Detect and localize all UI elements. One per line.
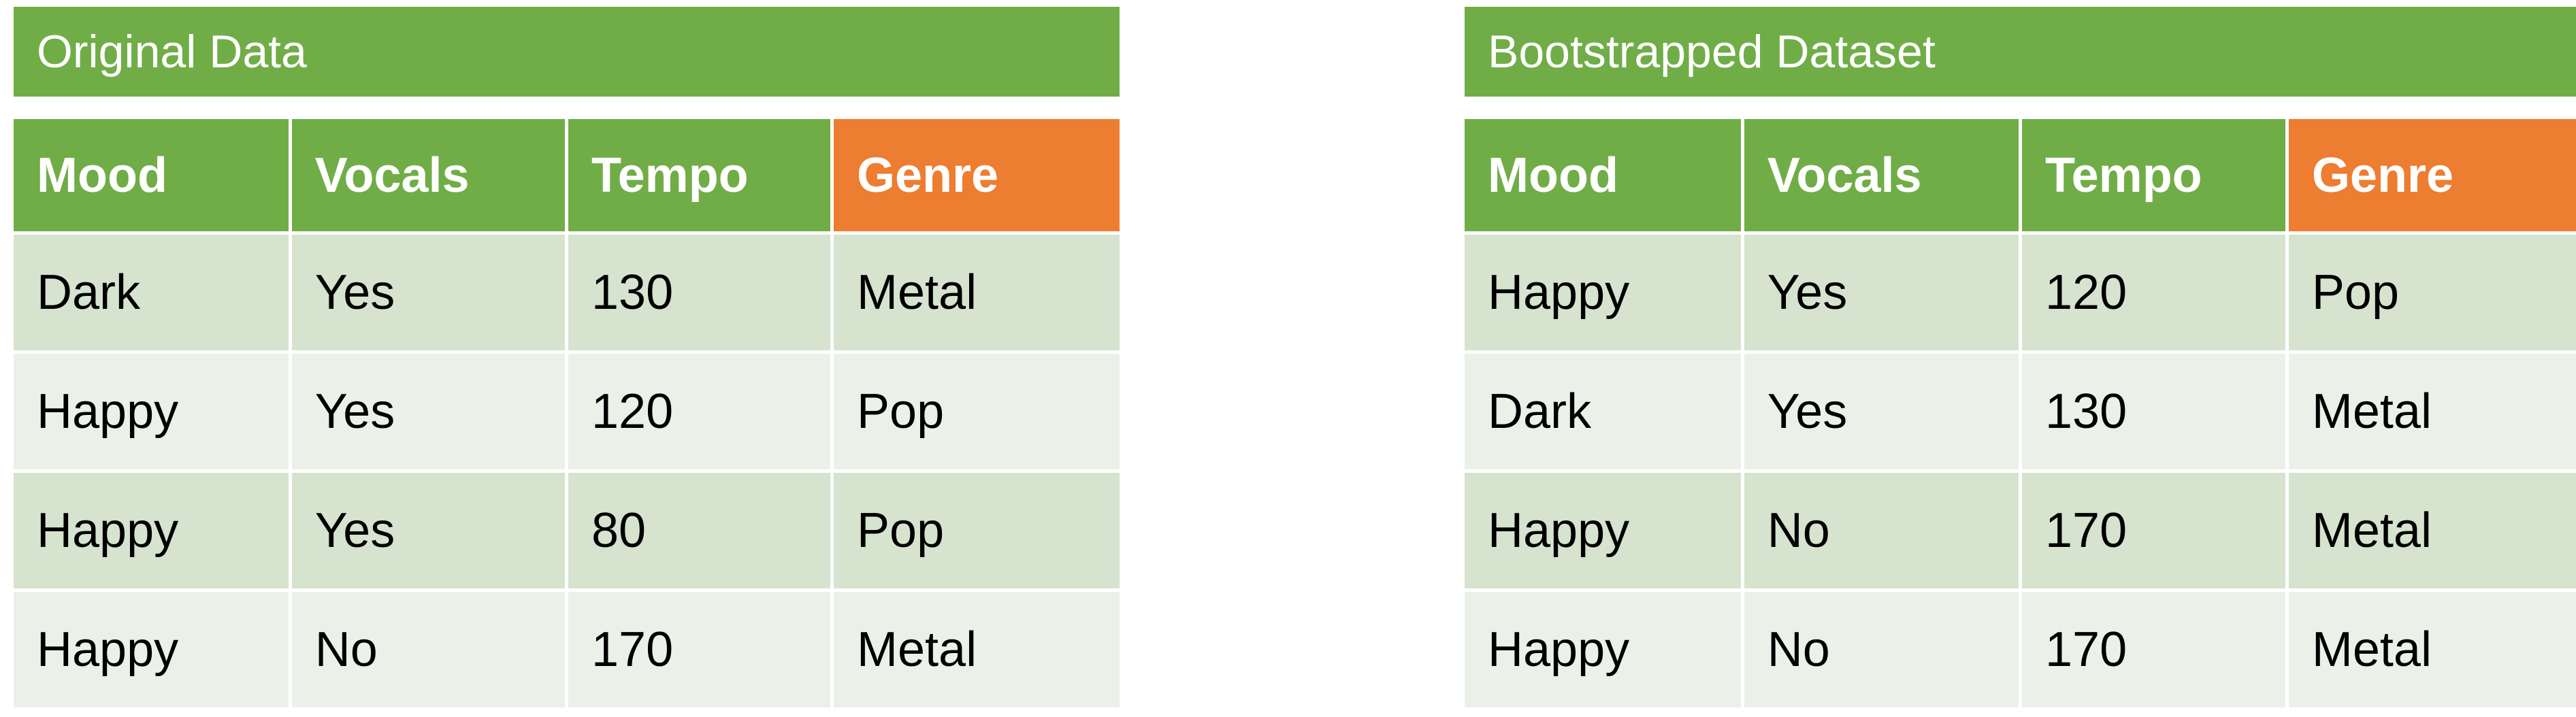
- cell-vocals: Yes: [288, 350, 569, 473]
- cell-mood: Happy: [14, 469, 292, 592]
- table-header-row: Mood Vocals Tempo Genre: [1465, 116, 2576, 235]
- cell-mood: Happy: [1465, 588, 1744, 711]
- cell-tempo: 80: [565, 469, 834, 592]
- bootstrapped-dataset-panel: Bootstrapped Dataset Mood Vocals Tempo G…: [1465, 7, 2576, 711]
- original-data-title: Original Data: [14, 7, 1120, 97]
- table-row: Happy Yes 80 Pop: [14, 469, 1120, 592]
- table-row: Dark Yes 130 Metal: [14, 231, 1120, 354]
- cell-mood: Happy: [1465, 469, 1744, 592]
- bootstrapped-dataset-title: Bootstrapped Dataset: [1465, 7, 2576, 97]
- cell-mood: Happy: [14, 588, 292, 711]
- cell-genre: Pop: [2285, 231, 2576, 354]
- bootstrapped-dataset-table: Mood Vocals Tempo Genre Happy Yes 120 Po…: [1465, 116, 2576, 711]
- cell-genre: Pop: [830, 350, 1120, 473]
- table-row: Happy Yes 120 Pop: [1465, 231, 2576, 354]
- cell-genre: Metal: [2285, 588, 2576, 711]
- cell-genre: Pop: [830, 469, 1120, 592]
- cell-genre: Metal: [2285, 469, 2576, 592]
- table-row: Happy Yes 120 Pop: [14, 350, 1120, 473]
- column-header-genre: Genre: [2285, 116, 2576, 235]
- cell-vocals: No: [1740, 588, 2023, 711]
- column-header-genre: Genre: [830, 116, 1120, 235]
- column-header-vocals: Vocals: [288, 116, 569, 235]
- column-header-mood: Mood: [1465, 116, 1744, 235]
- cell-mood: Happy: [1465, 231, 1744, 354]
- original-data-panel: Original Data Mood Vocals Tempo Genre Da…: [14, 7, 1120, 711]
- table-header-row: Mood Vocals Tempo Genre: [14, 116, 1120, 235]
- table-row: Dark Yes 130 Metal: [1465, 350, 2576, 473]
- column-header-vocals: Vocals: [1740, 116, 2023, 235]
- cell-vocals: No: [288, 588, 569, 711]
- cell-genre: Metal: [830, 231, 1120, 354]
- column-header-mood: Mood: [14, 116, 292, 235]
- cell-vocals: Yes: [1740, 350, 2023, 473]
- cell-tempo: 120: [2019, 231, 2289, 354]
- cell-genre: Metal: [2285, 350, 2576, 473]
- table-row: Happy No 170 Metal: [14, 588, 1120, 711]
- original-data-table: Mood Vocals Tempo Genre Dark Yes 130 Met…: [14, 116, 1120, 711]
- cell-tempo: 170: [2019, 588, 2289, 711]
- cell-genre: Metal: [830, 588, 1120, 711]
- column-header-tempo: Tempo: [2019, 116, 2289, 235]
- cell-mood: Dark: [14, 231, 292, 354]
- cell-vocals: Yes: [1740, 231, 2023, 354]
- cell-tempo: 170: [565, 588, 834, 711]
- cell-tempo: 130: [565, 231, 834, 354]
- column-header-tempo: Tempo: [565, 116, 834, 235]
- table-row: Happy No 170 Metal: [1465, 469, 2576, 592]
- cell-vocals: Yes: [288, 469, 569, 592]
- cell-vocals: Yes: [288, 231, 569, 354]
- cell-vocals: No: [1740, 469, 2023, 592]
- cell-mood: Happy: [14, 350, 292, 473]
- cell-tempo: 120: [565, 350, 834, 473]
- cell-tempo: 130: [2019, 350, 2289, 473]
- cell-tempo: 170: [2019, 469, 2289, 592]
- table-row: Happy No 170 Metal: [1465, 588, 2576, 711]
- cell-mood: Dark: [1465, 350, 1744, 473]
